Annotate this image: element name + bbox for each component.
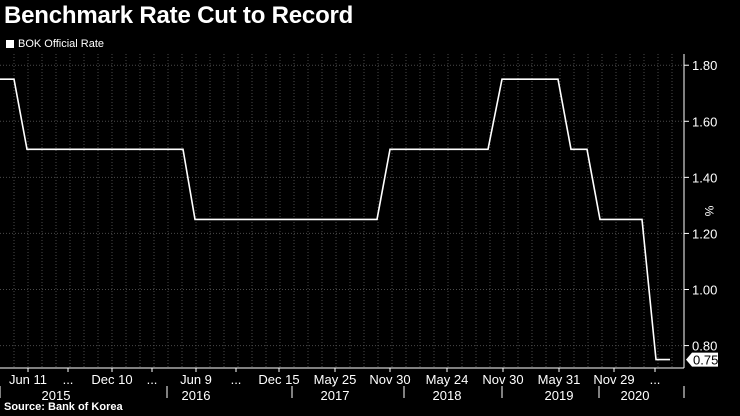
x-tick-label: Jun 11 xyxy=(9,372,47,387)
y-tick-label: 1.60 xyxy=(692,114,717,129)
last-value-label: 0.75 xyxy=(693,353,718,368)
x-tick-label: Dec 15 xyxy=(258,372,299,387)
y-tick-label: 1.20 xyxy=(692,226,717,241)
x-tick-label: ... xyxy=(147,372,158,387)
y-axis-label: % xyxy=(702,206,716,217)
x-tick-label: Nov 29 xyxy=(593,372,634,387)
x-tick-label: May 24 xyxy=(426,372,469,387)
x-tick-label: ... xyxy=(63,372,74,387)
x-tick-label: Nov 30 xyxy=(369,372,410,387)
series-line-bok-official-rate xyxy=(0,78,670,361)
legend-label: BOK Official Rate xyxy=(18,38,104,50)
year-label: 2020 xyxy=(621,388,650,403)
y-tick-label: 1.80 xyxy=(692,58,717,73)
year-label: 2015 xyxy=(42,388,71,403)
y-tick-label: 1.00 xyxy=(692,283,717,298)
source-note: Source: Bank of Korea xyxy=(4,401,123,413)
x-tick-label: May 31 xyxy=(538,372,581,387)
x-tick-label: ... xyxy=(231,372,242,387)
chart-title: Benchmark Rate Cut to Record xyxy=(4,2,354,29)
y-tick-label: 0.80 xyxy=(692,339,717,354)
x-tick-label: Nov 30 xyxy=(482,372,523,387)
year-label: 2016 xyxy=(182,388,211,403)
year-label: 2017 xyxy=(321,388,350,403)
x-tick-label: Dec 10 xyxy=(91,372,132,387)
y-tick-label: 1.40 xyxy=(692,170,717,185)
x-tick-label: Jun 9 xyxy=(180,372,212,387)
x-tick-label: ... xyxy=(650,372,661,387)
x-tick-label: May 25 xyxy=(314,372,357,387)
year-label: 2018 xyxy=(433,388,462,403)
legend: BOK Official Rate xyxy=(6,38,104,50)
legend-swatch xyxy=(6,40,14,48)
last-value-badge xyxy=(686,352,718,367)
year-label: 2019 xyxy=(545,388,574,403)
